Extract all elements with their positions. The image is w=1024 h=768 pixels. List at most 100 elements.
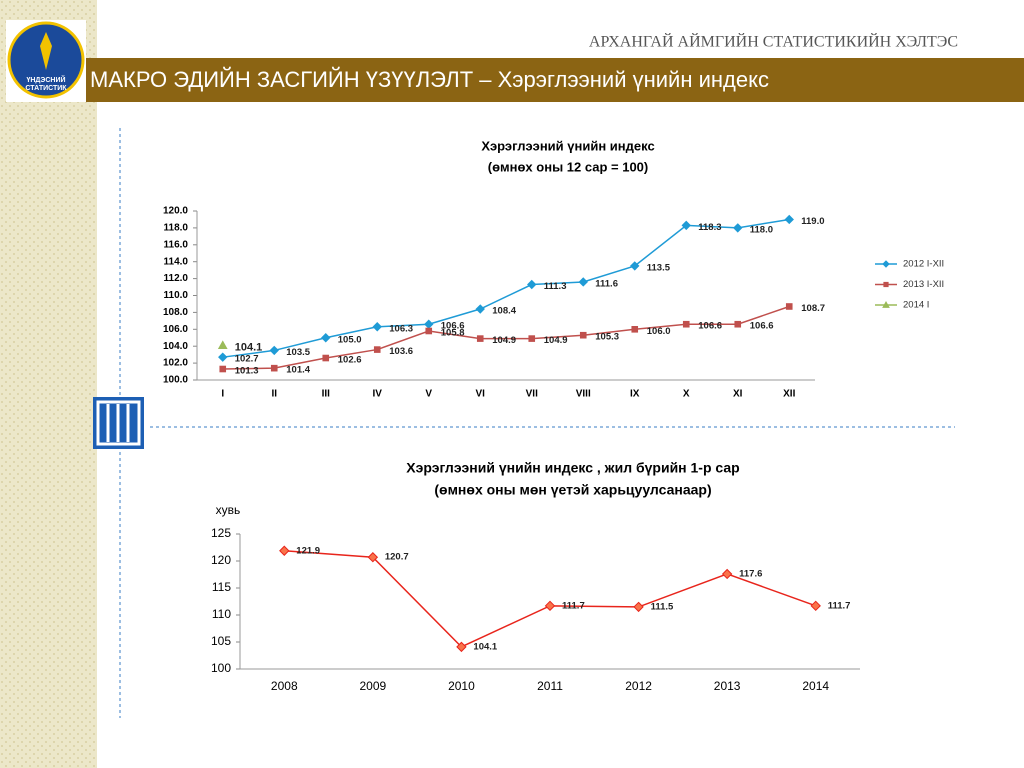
point — [425, 327, 433, 335]
data-label: 119.0 — [801, 216, 824, 227]
data-label: 102.6 — [338, 355, 362, 366]
data-label: 106.6 — [698, 321, 722, 332]
point — [269, 345, 279, 356]
x-tick-label: VIII — [576, 389, 591, 400]
data-label: 108.4 — [492, 306, 516, 317]
point — [219, 365, 227, 373]
data-label: 113.5 — [647, 262, 671, 273]
y-tick-label: 100.0 — [163, 375, 188, 386]
series-line — [222, 218, 790, 358]
point — [475, 304, 485, 314]
data-label: 104.1 — [473, 641, 497, 652]
point — [373, 346, 381, 353]
org-name: АРХАНГАЙ АЙМГИЙН СТАТИСТИКИЙН ХЭЛТЭС — [589, 32, 958, 51]
point — [810, 600, 821, 612]
x-tick-label: 2009 — [360, 679, 387, 693]
data-label: 104.9 — [492, 335, 516, 346]
x-tick-label: 2014 — [802, 679, 829, 693]
data-label: 104.9 — [544, 335, 568, 346]
point — [218, 352, 228, 362]
y-tick-label: 115 — [212, 580, 231, 594]
data-label: 106.3 — [389, 323, 413, 334]
data-label: 120.7 — [385, 552, 409, 563]
y-tick-label: 125 — [211, 526, 231, 540]
data-label: 111.6 — [595, 278, 618, 289]
series-line — [284, 549, 816, 648]
legend-label: 2014 I — [903, 300, 929, 311]
point — [476, 335, 484, 342]
point — [631, 326, 639, 333]
data-label: 102.7 — [235, 354, 259, 365]
x-tick-label: IX — [630, 389, 640, 400]
chart-title: Хэрэглээний үнийн индекс — [481, 138, 654, 153]
legend-marker — [882, 300, 890, 308]
data-label: 105.0 — [338, 334, 362, 345]
y-tick-label: 102.0 — [163, 358, 188, 369]
legend-label: 2013 I-XII — [903, 279, 944, 290]
point — [633, 601, 644, 613]
slide-title: МАКРО ЭДИЙН ЗАСГИЙН ҮЗҮҮЛЭЛТ – Хэрэглээн… — [90, 67, 769, 92]
point — [322, 354, 330, 362]
data-label: 111.5 — [651, 601, 674, 612]
point — [733, 223, 743, 233]
logo-text: СТАТИСТИК — [25, 85, 67, 92]
x-tick-label: II — [271, 389, 277, 400]
data-label: 101.4 — [286, 365, 310, 376]
y-tick-label: 100 — [211, 661, 231, 675]
x-tick-label: XI — [733, 389, 743, 400]
logo-emblem — [40, 32, 52, 70]
x-tick-label: X — [683, 389, 690, 400]
data-label: 103.5 — [286, 347, 310, 358]
point — [578, 277, 588, 287]
y-tick-label: 116.0 — [164, 239, 189, 250]
y-tick-label: 110.0 — [164, 290, 189, 301]
legend-label: 2012 I-XII — [903, 259, 944, 270]
point — [682, 320, 690, 328]
data-label: 105.3 — [595, 332, 619, 343]
point — [279, 545, 290, 556]
data-label: 103.6 — [389, 346, 413, 357]
point — [785, 303, 793, 310]
data-label: 118.0 — [750, 224, 773, 235]
y-tick-label: 104.0 — [163, 341, 188, 352]
point — [721, 568, 733, 580]
x-tick-label: III — [322, 389, 331, 400]
y-tick-label: 105 — [211, 634, 231, 648]
y-tick-label: 106.0 — [163, 324, 188, 335]
y-axis-label: хувь — [216, 503, 241, 517]
point — [528, 335, 536, 342]
data-label: 121.9 — [296, 545, 320, 556]
data-label: 106.6 — [441, 321, 465, 332]
y-tick-label: 110 — [212, 607, 231, 621]
chart-subtitle: (өмнөх оны мөн үетэй харьцуулсанаар) — [434, 482, 711, 498]
x-tick-label: V — [425, 389, 432, 400]
x-tick-label: 2010 — [448, 679, 475, 693]
data-label: 117.6 — [739, 568, 762, 579]
data-label: 118.3 — [698, 222, 721, 233]
point — [367, 552, 379, 563]
x-tick-label: 2012 — [625, 679, 652, 693]
x-tick-label: VI — [476, 389, 486, 400]
x-tick-label: 2011 — [537, 679, 563, 693]
data-label: 101.3 — [235, 366, 259, 377]
point — [217, 340, 228, 350]
y-tick-label: 112.0 — [164, 273, 189, 284]
point — [681, 220, 691, 231]
x-tick-label: VII — [526, 389, 538, 400]
data-label: 111.7 — [828, 600, 851, 611]
point — [630, 261, 640, 271]
icon — [93, 397, 144, 449]
point — [456, 641, 467, 653]
title-bar — [86, 58, 1024, 102]
data-label: 108.7 — [801, 303, 825, 314]
point — [321, 333, 331, 343]
side-strip — [0, 0, 97, 768]
x-tick-label: 2013 — [714, 679, 741, 693]
chart-subtitle: (өмнөх оны 12 сар = 100) — [488, 159, 649, 174]
series-line — [222, 305, 790, 370]
point — [579, 331, 587, 339]
x-tick-label: IV — [373, 389, 383, 400]
y-tick-label: 120 — [211, 553, 231, 567]
x-tick-label: I — [221, 389, 224, 400]
